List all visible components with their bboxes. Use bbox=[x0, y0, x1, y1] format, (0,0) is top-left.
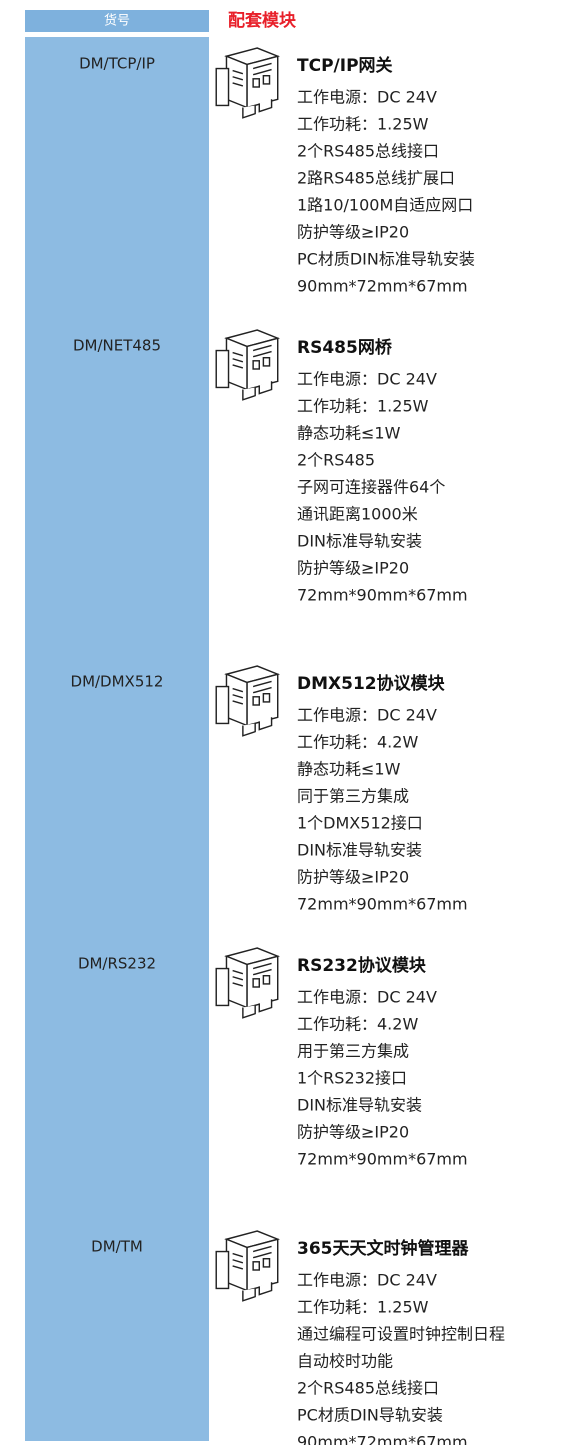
item-code: DM/TM bbox=[91, 1238, 143, 1256]
item-spec: 2个RS485总线接口 bbox=[297, 1379, 439, 1398]
item-spec: 90mm*72mm*67mm bbox=[297, 1433, 468, 1445]
item-spec: 防护等级≥IP20 bbox=[297, 868, 409, 887]
item-spec: 防护等级≥IP20 bbox=[297, 223, 409, 242]
item-code: DM/TCP/IP bbox=[79, 55, 155, 73]
item-spec: 通讯距离1000米 bbox=[297, 505, 418, 524]
module-icon bbox=[215, 947, 279, 1019]
item-spec: PC材质DIN导轨安装 bbox=[297, 1406, 443, 1425]
item-title: RS232协议模块 bbox=[297, 955, 427, 976]
item-spec: 通过编程可设置时钟控制日程 bbox=[297, 1325, 505, 1344]
item-spec: 静态功耗≤1W bbox=[297, 424, 401, 443]
item-spec: 工作电源：DC 24V bbox=[297, 88, 437, 107]
item-spec: 自动校时功能 bbox=[297, 1352, 393, 1371]
item-spec: 同于第三方集成 bbox=[297, 787, 409, 806]
module-icon bbox=[215, 1230, 279, 1302]
item-spec: 工作电源：DC 24V bbox=[297, 706, 437, 725]
item-spec: 工作功耗：4.2W bbox=[297, 733, 418, 752]
item-spec: 工作功耗：1.25W bbox=[297, 397, 429, 416]
item-spec: 90mm*72mm*67mm bbox=[297, 277, 468, 296]
item-spec: PC材质DIN标准导轨安装 bbox=[297, 250, 475, 269]
item-spec: 用于第三方集成 bbox=[297, 1042, 409, 1061]
item-spec: 工作电源：DC 24V bbox=[297, 1271, 437, 1290]
item-spec: 工作功耗：1.25W bbox=[297, 115, 429, 134]
code-label: 货号 bbox=[104, 13, 130, 29]
item-spec: 72mm*90mm*67mm bbox=[297, 895, 468, 914]
item-code: DM/DMX512 bbox=[71, 673, 164, 691]
item-spec: 工作电源：DC 24V bbox=[297, 370, 437, 389]
code-column bbox=[25, 37, 209, 1441]
header-bar bbox=[25, 10, 209, 32]
item-title: 365天天文时钟管理器 bbox=[297, 1238, 469, 1259]
item-spec: 防护等级≥IP20 bbox=[297, 559, 409, 578]
item-title: TCP/IP网关 bbox=[297, 55, 393, 76]
item-spec: 2个RS485总线接口 bbox=[297, 142, 439, 161]
item-code: DM/NET485 bbox=[73, 337, 161, 355]
item-spec: 防护等级≥IP20 bbox=[297, 1123, 409, 1142]
section-title: 配套模块 bbox=[228, 10, 297, 31]
item-title: DMX512协议模块 bbox=[297, 673, 446, 694]
item-code: DM/RS232 bbox=[78, 955, 156, 973]
item-spec: DIN标准导轨安装 bbox=[297, 532, 422, 551]
item-spec: 2路RS485总线扩展口 bbox=[297, 169, 455, 188]
module-icon bbox=[215, 47, 279, 119]
item-title: RS485网桥 bbox=[297, 338, 393, 358]
item-spec: 子网可连接器件64个 bbox=[297, 478, 445, 497]
item-spec: 72mm*90mm*67mm bbox=[297, 1150, 468, 1169]
item-spec: 工作功耗：4.2W bbox=[297, 1015, 418, 1034]
item-spec: DIN标准导轨安装 bbox=[297, 1096, 422, 1115]
item-spec: DIN标准导轨安装 bbox=[297, 841, 422, 860]
module-icon bbox=[215, 665, 279, 737]
item-spec: 1个RS232接口 bbox=[297, 1069, 407, 1088]
module-icon bbox=[215, 329, 279, 401]
item-spec: 静态功耗≤1W bbox=[297, 760, 401, 779]
item-spec: 1路10/100M自适应网口 bbox=[297, 196, 473, 215]
item-spec: 1个DMX512接口 bbox=[297, 814, 423, 833]
item-spec: 工作电源：DC 24V bbox=[297, 988, 437, 1007]
item-spec: 工作功耗：1.25W bbox=[297, 1298, 429, 1317]
item-spec: 72mm*90mm*67mm bbox=[297, 586, 468, 605]
item-spec: 2个RS485 bbox=[297, 451, 375, 470]
